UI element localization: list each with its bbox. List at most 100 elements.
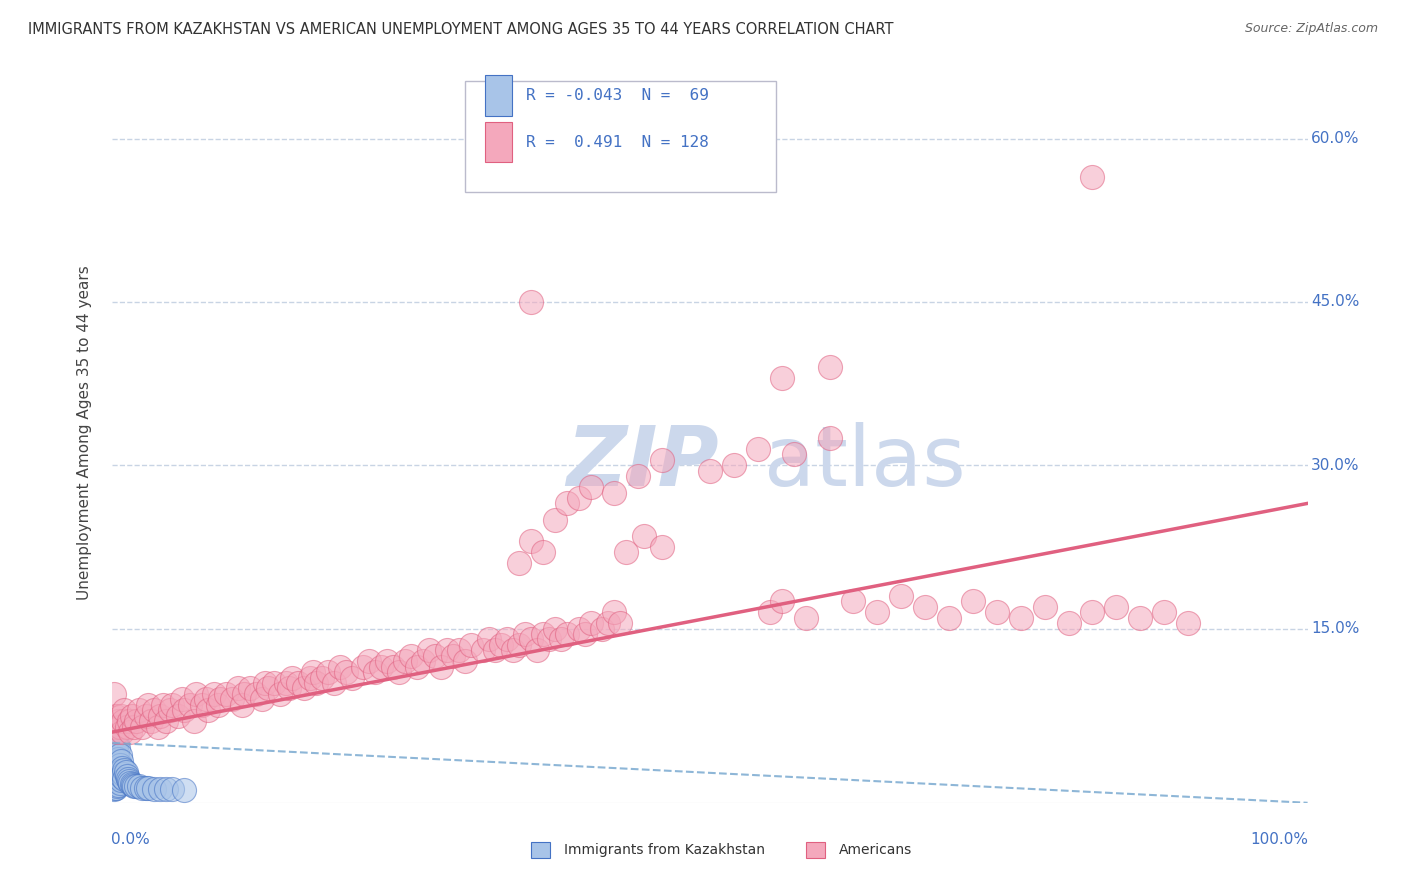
Point [418,643,440,657]
Point [107,741,129,756]
Point [105,739,128,754]
Text: R =  0.491  N = 128: R = 0.491 N = 128 [526,135,709,150]
Point [121,778,143,792]
Y-axis label: Unemployment Among Ages 35 to 44 years: Unemployment Among Ages 35 to 44 years [77,265,91,600]
Point [104,720,127,734]
FancyBboxPatch shape [531,842,550,858]
Point [770,371,793,385]
Point [316,665,339,680]
Point [502,643,524,657]
Point [183,714,205,728]
Point [651,540,673,554]
Point [149,708,172,723]
Text: IMMIGRANTS FROM KAZAKHSTAN VS AMERICAN UNEMPLOYMENT AMONG AGES 35 TO 44 YEARS CO: IMMIGRANTS FROM KAZAKHSTAN VS AMERICAN U… [28,22,894,37]
Point [221,692,243,706]
Point [105,756,128,771]
Point [167,708,190,723]
Point [103,765,125,780]
Point [352,659,374,673]
Text: 45.0%: 45.0% [1312,294,1360,310]
Point [370,659,392,673]
Point [112,767,135,781]
Text: 30.0%: 30.0% [1312,458,1360,473]
Point [112,714,135,728]
Point [108,767,131,781]
Point [107,714,129,728]
Point [138,780,160,795]
Point [329,659,352,673]
Point [108,747,131,762]
Point [104,767,127,781]
Point [143,781,166,796]
Point [110,764,132,779]
Point [103,781,125,796]
FancyBboxPatch shape [465,81,776,192]
Point [104,732,127,747]
Point [121,708,143,723]
Point [609,616,631,631]
Point [149,781,172,796]
Point [555,627,578,641]
Point [508,556,530,570]
Point [202,687,225,701]
Text: 0.0%: 0.0% [111,832,150,847]
Point [114,765,136,780]
Point [794,611,817,625]
Point [245,687,267,701]
Point [105,755,128,769]
Point [579,480,602,494]
Point [104,780,127,795]
Point [209,692,232,706]
Point [425,648,447,663]
Point [173,782,195,797]
Point [1153,605,1175,619]
Point [186,687,208,701]
Point [239,681,262,696]
Point [770,594,793,608]
Point [281,671,304,685]
Point [159,703,181,717]
Point [125,780,148,794]
Point [1010,611,1032,625]
Point [579,616,602,631]
Text: ZIP: ZIP [567,422,720,503]
Point [108,757,131,772]
Point [818,360,841,375]
Text: Americans: Americans [839,843,912,857]
Point [105,746,128,760]
Text: 100.0%: 100.0% [1251,832,1309,847]
Text: R = -0.043  N =  69: R = -0.043 N = 69 [526,88,709,103]
Point [105,765,128,780]
Point [231,698,253,712]
FancyBboxPatch shape [806,842,825,858]
Point [340,671,363,685]
Point [110,755,132,769]
Point [1105,599,1128,614]
Point [1057,616,1080,631]
Point [489,638,512,652]
Point [197,703,219,717]
Point [254,676,277,690]
Point [472,643,495,657]
Point [105,772,128,786]
Point [104,741,127,756]
Point [359,654,381,668]
Point [603,485,626,500]
Point [616,545,638,559]
Point [818,431,841,445]
Point [105,708,128,723]
Point [117,772,139,786]
Text: 60.0%: 60.0% [1312,131,1360,146]
Point [173,703,195,717]
Point [107,770,129,784]
Point [226,681,249,696]
Point [108,776,131,790]
Point [412,654,434,668]
Point [115,768,138,782]
Point [305,676,328,690]
Point [103,687,125,701]
Point [105,725,128,739]
Point [747,442,769,456]
Point [430,659,453,673]
Point [454,654,477,668]
